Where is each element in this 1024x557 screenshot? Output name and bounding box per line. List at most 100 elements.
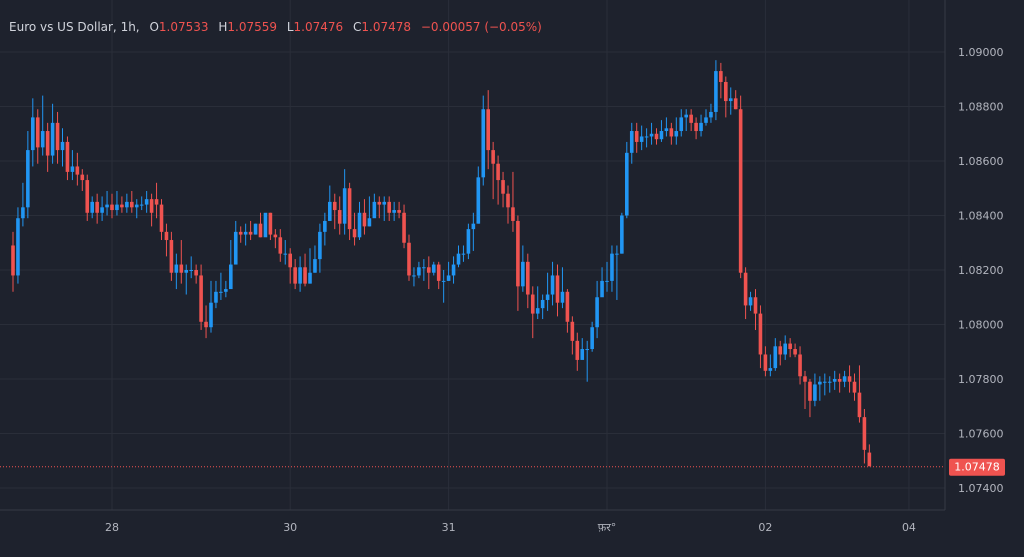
candle[interactable]	[535, 286, 540, 320]
candle[interactable]	[273, 229, 278, 249]
candle[interactable]	[798, 346, 802, 385]
candle[interactable]	[441, 270, 446, 303]
candle[interactable]	[293, 259, 297, 290]
candle[interactable]	[847, 365, 852, 393]
candle[interactable]	[704, 109, 708, 126]
candle[interactable]	[318, 223, 322, 273]
candle[interactable]	[342, 169, 347, 235]
candle[interactable]	[397, 201, 401, 219]
candle[interactable]	[85, 174, 90, 221]
candle[interactable]	[773, 338, 778, 371]
candle[interactable]	[595, 280, 599, 339]
candle[interactable]	[427, 256, 431, 290]
candle[interactable]	[719, 62, 723, 99]
candle[interactable]	[674, 117, 679, 145]
candle[interactable]	[40, 95, 45, 156]
candle[interactable]	[298, 256, 302, 292]
candle[interactable]	[328, 185, 332, 221]
candle[interactable]	[149, 193, 154, 227]
candle[interactable]	[763, 346, 768, 377]
candle[interactable]	[857, 365, 862, 423]
candle[interactable]	[679, 109, 684, 137]
candle[interactable]	[382, 196, 387, 221]
candle[interactable]	[580, 338, 585, 360]
candle[interactable]	[50, 103, 55, 164]
candle[interactable]	[362, 199, 367, 235]
candle[interactable]	[144, 190, 149, 213]
candle[interactable]	[184, 264, 189, 295]
candle[interactable]	[803, 370, 807, 409]
candle[interactable]	[813, 373, 817, 407]
candle[interactable]	[694, 117, 698, 140]
candle[interactable]	[372, 193, 377, 219]
candle[interactable]	[560, 267, 565, 309]
candle[interactable]	[357, 201, 362, 241]
candle[interactable]	[837, 373, 842, 393]
candle[interactable]	[412, 267, 416, 287]
candle[interactable]	[521, 245, 525, 292]
candle[interactable]	[367, 196, 372, 227]
candle[interactable]	[402, 204, 406, 249]
candle[interactable]	[90, 196, 94, 219]
candle[interactable]	[278, 229, 283, 262]
candle[interactable]	[644, 128, 649, 148]
candle[interactable]	[422, 259, 426, 281]
candle[interactable]	[545, 272, 550, 311]
candle[interactable]	[199, 264, 203, 330]
candle[interactable]	[243, 223, 248, 246]
candle[interactable]	[620, 212, 624, 254]
candle[interactable]	[615, 245, 619, 300]
candle[interactable]	[130, 190, 134, 213]
candle[interactable]	[332, 193, 337, 230]
candle[interactable]	[164, 223, 169, 257]
candle[interactable]	[214, 280, 218, 309]
candle[interactable]	[827, 376, 832, 393]
candle[interactable]	[530, 286, 535, 339]
candle[interactable]	[120, 196, 124, 213]
candle[interactable]	[233, 220, 238, 265]
candle[interactable]	[788, 338, 792, 358]
candle[interactable]	[105, 190, 109, 216]
candle[interactable]	[654, 128, 659, 145]
candle[interactable]	[179, 240, 184, 284]
candle[interactable]	[758, 305, 763, 369]
candle[interactable]	[659, 120, 664, 142]
candle[interactable]	[506, 185, 510, 224]
candle[interactable]	[229, 240, 233, 290]
candle[interactable]	[540, 294, 545, 320]
candle[interactable]	[496, 155, 500, 205]
candle[interactable]	[174, 253, 179, 290]
candle[interactable]	[16, 207, 20, 284]
candle[interactable]	[575, 332, 580, 371]
candle[interactable]	[219, 272, 223, 300]
candle[interactable]	[75, 152, 80, 186]
candle[interactable]	[80, 169, 85, 191]
candle[interactable]	[139, 196, 144, 211]
candle[interactable]	[768, 354, 773, 377]
candle[interactable]	[70, 150, 75, 181]
candle[interactable]	[818, 376, 822, 401]
candle[interactable]	[268, 212, 273, 241]
candle[interactable]	[664, 117, 669, 137]
candle[interactable]	[852, 373, 857, 401]
candle[interactable]	[491, 141, 495, 200]
candle[interactable]	[392, 201, 396, 221]
candle[interactable]	[263, 212, 268, 238]
candle[interactable]	[347, 182, 352, 241]
candle[interactable]	[55, 111, 60, 164]
candle[interactable]	[832, 370, 837, 390]
candle[interactable]	[35, 109, 40, 164]
candle[interactable]	[258, 212, 263, 238]
candle[interactable]	[728, 87, 733, 115]
candle[interactable]	[724, 76, 728, 118]
candle[interactable]	[417, 261, 421, 279]
candle[interactable]	[154, 182, 159, 219]
candle[interactable]	[634, 122, 639, 153]
candle[interactable]	[501, 171, 505, 208]
candle[interactable]	[570, 316, 575, 355]
candle[interactable]	[550, 261, 555, 306]
candle[interactable]	[481, 95, 486, 186]
candle[interactable]	[337, 196, 342, 235]
candle[interactable]	[352, 212, 357, 246]
candle[interactable]	[862, 408, 867, 464]
